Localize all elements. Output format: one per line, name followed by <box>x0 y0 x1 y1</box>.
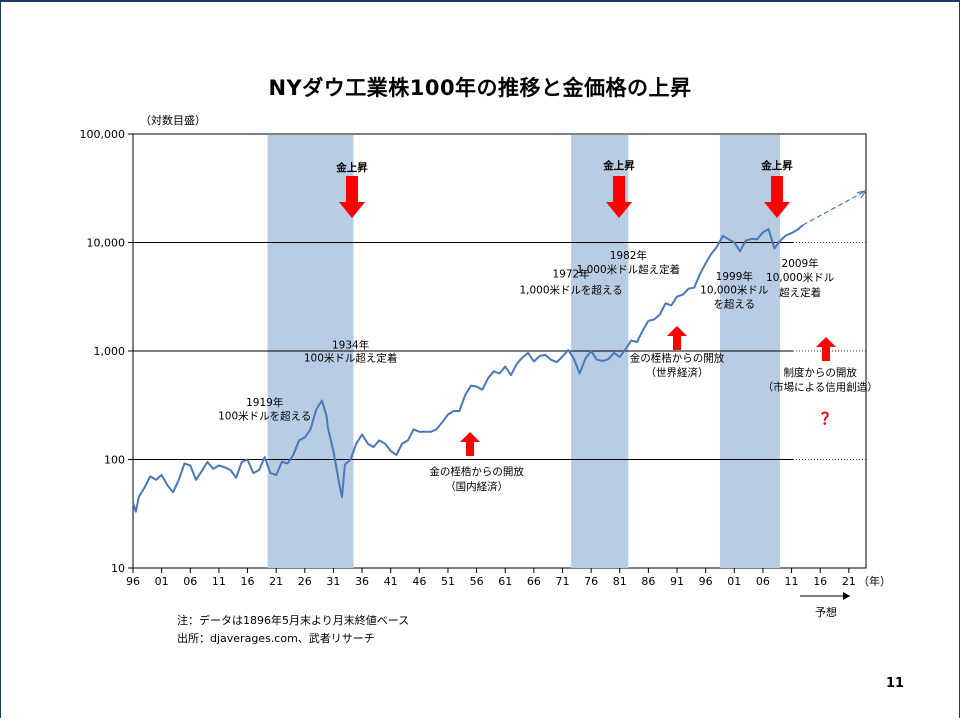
x-tick-label: 11 <box>785 575 799 588</box>
y-tick-label: 100,000 <box>80 128 126 141</box>
chart-annotation: 10,000米ドル <box>700 283 768 296</box>
chart-annotation: 2009年 <box>782 257 819 270</box>
chart-annotation: （市場による信用創造） <box>763 381 878 394</box>
x-tick-label: 96 <box>699 575 713 588</box>
release-arrow-world <box>667 326 687 350</box>
x-tick-label: 56 <box>470 575 484 588</box>
dow-series-line <box>132 224 804 513</box>
x-tick-label: 86 <box>641 575 655 588</box>
chart-annotation: （国内経済） <box>445 480 508 493</box>
x-tick-label: 16 <box>241 575 255 588</box>
gold-rise-arrow <box>339 176 365 218</box>
forecast-line <box>802 190 867 226</box>
x-tick-label: 36 <box>355 575 369 588</box>
y-tick-label: 100 <box>104 454 125 467</box>
chart-annotation: 100米ドルを超える <box>218 409 311 422</box>
chart-title: NYダウ工業株100年の推移と金価格の上昇 <box>268 76 692 100</box>
gold-rise-arrow <box>606 176 632 218</box>
chart-annotation: （世界経済） <box>646 366 709 379</box>
x-tick-label: 16 <box>813 575 827 588</box>
x-tick-label: 06 <box>756 575 770 588</box>
page-number: 11 <box>886 676 905 691</box>
x-tick-label: 26 <box>298 575 312 588</box>
x-tick-label: 41 <box>384 575 398 588</box>
chart-annotation: 金の桎梏からの開放 <box>429 465 524 478</box>
chart-annotation: を超える <box>713 297 755 310</box>
x-tick-label: 71 <box>555 575 569 588</box>
forecast-label: 予想 <box>815 605 837 619</box>
slide-top-border <box>0 0 960 2</box>
x-tick-label: 06 <box>183 575 197 588</box>
y-tick-label: 10,000 <box>87 237 126 250</box>
y-tick-label: 1,000 <box>94 345 126 358</box>
x-tick-label: 01 <box>727 575 741 588</box>
chart-annotation: 金の桎梏からの開放 <box>630 352 725 365</box>
y-axis-label: （対数目盛） <box>140 113 206 127</box>
gold-rise-label: 金上昇 <box>335 161 368 174</box>
chart-annotation: 1934年 <box>332 338 369 351</box>
chart-annotation: 1,000米ドル超え定着 <box>577 263 681 276</box>
x-axis-label: （年） <box>858 574 891 588</box>
gold-rise-label: 金上昇 <box>760 159 793 172</box>
forecast-arrow-head <box>843 592 850 600</box>
x-tick-label: 21 <box>269 575 283 588</box>
chart-annotation: 制度からの開放 <box>783 366 857 379</box>
x-tick-label: 01 <box>155 575 169 588</box>
chart-annotation: 10,000米ドル <box>766 271 834 284</box>
data-note: 注：データは1896年5月末より月末終値ベース <box>177 614 410 627</box>
x-tick-label: 21 <box>842 575 856 588</box>
y-tick-label: 10 <box>111 562 125 575</box>
x-tick-label: 51 <box>441 575 455 588</box>
gold-rise-arrow <box>764 176 790 218</box>
chart-annotation: 1919年 <box>246 396 283 409</box>
chart-annotation: 100米ドル超え定着 <box>304 352 398 365</box>
x-tick-label: 66 <box>527 575 541 588</box>
x-tick-label: 76 <box>584 575 598 588</box>
x-tick-label: 96 <box>126 575 140 588</box>
chart-annotation: 1999年 <box>716 270 753 283</box>
forecast-arrowhead <box>856 190 867 199</box>
x-tick-label: 91 <box>670 575 684 588</box>
x-tick-label: 11 <box>212 575 226 588</box>
chart-annotation: 超え定着 <box>779 286 821 299</box>
release-arrow-system <box>816 337 836 361</box>
x-tick-label: 46 <box>412 575 426 588</box>
x-tick-label: 31 <box>326 575 340 588</box>
question-mark: ？ <box>821 409 837 428</box>
source-note: 出所：djaverages.com、武者リサーチ <box>177 632 375 645</box>
chart-annotation: 1,000米ドルを超える <box>519 283 622 296</box>
chart-annotation: 1982年 <box>610 249 647 262</box>
gold-rise-label: 金上昇 <box>602 159 635 172</box>
release-arrow-domestic <box>460 432 480 456</box>
x-tick-label: 81 <box>613 575 627 588</box>
x-tick-label: 61 <box>498 575 512 588</box>
chart-annotation: 1972年 <box>552 267 589 280</box>
